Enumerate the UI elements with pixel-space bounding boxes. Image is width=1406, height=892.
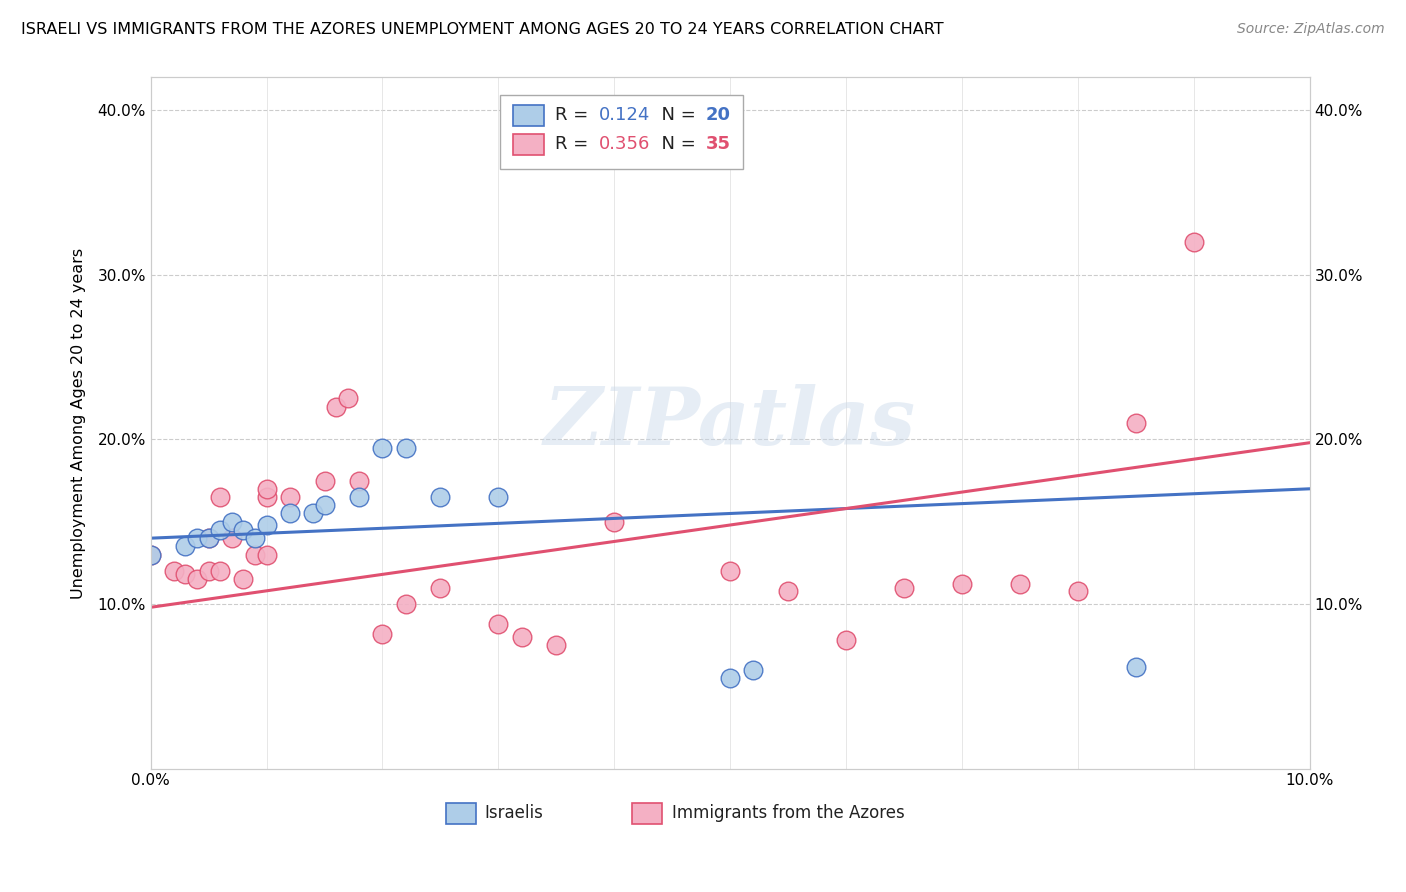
Point — [209, 564, 232, 578]
Point — [1125, 416, 1147, 430]
Point — [314, 474, 336, 488]
Point — [197, 531, 219, 545]
Point — [186, 531, 208, 545]
Point — [718, 671, 741, 685]
Point — [718, 564, 741, 578]
Text: 20: 20 — [706, 106, 731, 125]
Point — [371, 441, 394, 455]
Point — [209, 490, 232, 504]
Point — [139, 548, 162, 562]
Text: ISRAELI VS IMMIGRANTS FROM THE AZORES UNEMPLOYMENT AMONG AGES 20 TO 24 YEARS COR: ISRAELI VS IMMIGRANTS FROM THE AZORES UN… — [21, 22, 943, 37]
Text: N =: N = — [650, 136, 702, 153]
Point — [209, 523, 232, 537]
Point — [395, 441, 418, 455]
Point — [336, 392, 359, 406]
Point — [256, 490, 278, 504]
Point — [1182, 235, 1205, 249]
Point — [510, 630, 533, 644]
Text: N =: N = — [650, 106, 702, 125]
Point — [371, 626, 394, 640]
Point — [349, 490, 371, 504]
Text: 0.124: 0.124 — [599, 106, 651, 125]
FancyBboxPatch shape — [513, 105, 544, 126]
Point — [835, 633, 858, 648]
Text: Israelis: Israelis — [485, 805, 543, 822]
Point — [325, 400, 347, 414]
Point — [278, 507, 301, 521]
Text: 35: 35 — [706, 136, 731, 153]
Point — [174, 540, 197, 554]
FancyBboxPatch shape — [513, 134, 544, 155]
Y-axis label: Unemployment Among Ages 20 to 24 years: Unemployment Among Ages 20 to 24 years — [72, 247, 86, 599]
Point — [221, 515, 243, 529]
Point — [776, 583, 799, 598]
Point — [486, 490, 509, 504]
Point — [429, 490, 451, 504]
Text: Source: ZipAtlas.com: Source: ZipAtlas.com — [1237, 22, 1385, 37]
Point — [349, 474, 371, 488]
Point — [186, 572, 208, 586]
Point — [243, 531, 266, 545]
Point — [232, 523, 254, 537]
Point — [197, 531, 219, 545]
Text: Immigrants from the Azores: Immigrants from the Azores — [672, 805, 905, 822]
Point — [256, 548, 278, 562]
FancyBboxPatch shape — [631, 803, 662, 824]
Point — [1067, 583, 1090, 598]
Point — [139, 548, 162, 562]
Point — [950, 577, 973, 591]
Text: ZIPatlas: ZIPatlas — [544, 384, 917, 462]
Point — [278, 490, 301, 504]
Point — [256, 518, 278, 533]
Point — [1125, 659, 1147, 673]
Text: R =: R = — [555, 106, 595, 125]
FancyBboxPatch shape — [446, 803, 477, 824]
Point — [256, 482, 278, 496]
Text: 0.356: 0.356 — [599, 136, 651, 153]
Point — [243, 548, 266, 562]
Text: R =: R = — [555, 136, 595, 153]
Point — [546, 638, 568, 652]
Point — [893, 581, 915, 595]
Point — [603, 515, 626, 529]
Point — [221, 531, 243, 545]
Point — [429, 581, 451, 595]
Point — [174, 567, 197, 582]
Point — [1008, 577, 1031, 591]
Point — [314, 498, 336, 512]
FancyBboxPatch shape — [499, 95, 742, 169]
Point — [742, 663, 765, 677]
Point — [395, 597, 418, 611]
Point — [302, 507, 325, 521]
Point — [197, 564, 219, 578]
Point — [232, 572, 254, 586]
Point — [486, 616, 509, 631]
Point — [163, 564, 186, 578]
